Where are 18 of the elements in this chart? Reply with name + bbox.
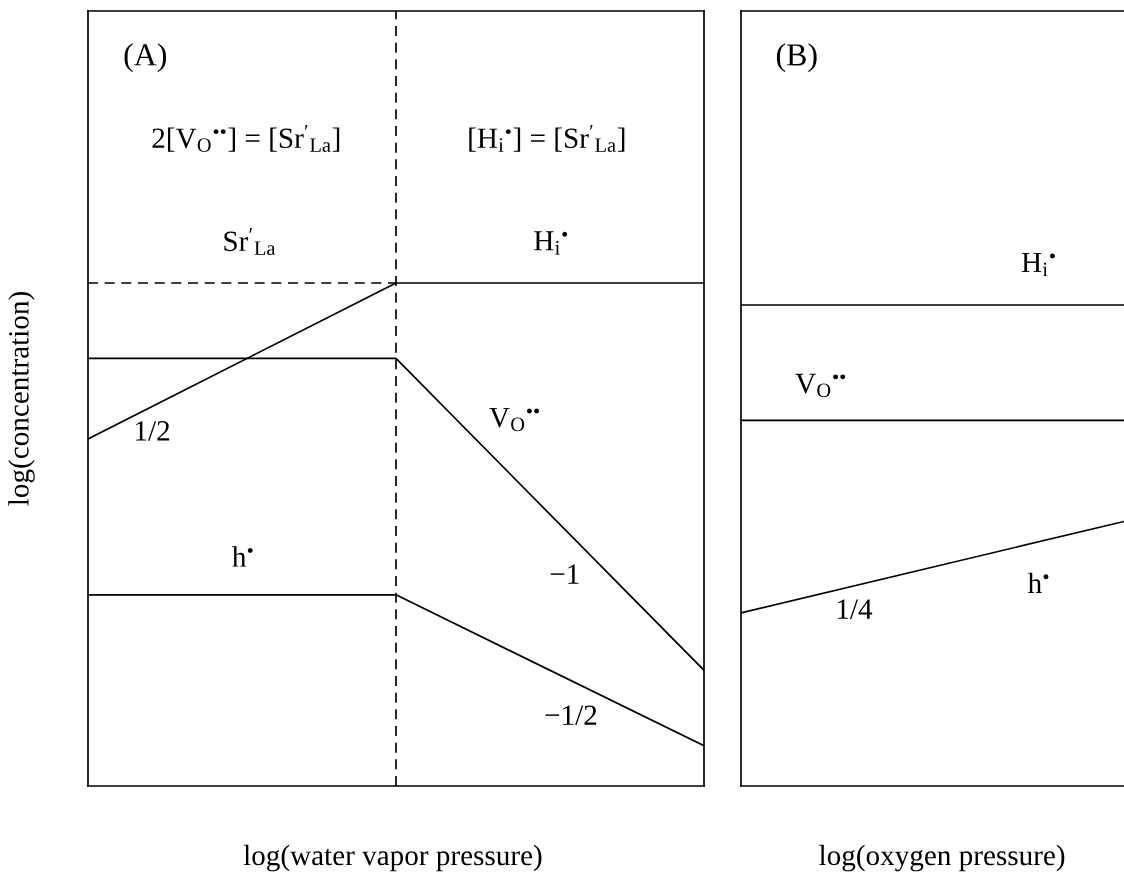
annotation: −1 [550, 564, 579, 584]
chart-title: (A) [124, 43, 167, 73]
x-axis-title: log(water vapor pressure) [243, 844, 542, 872]
text: [H$_{i}$$^{•}$] = [Sr$^{′}$$_{La}$] [469, 125, 625, 152]
series-label: H$_{i}$$^{•}$ [1021, 252, 1055, 277]
series-label: V$_{O}$$^{••}$ [489, 407, 540, 432]
annotation: 1/4 [837, 599, 873, 619]
series-label: V$_{O}$$^{••}$ [795, 373, 846, 398]
x-axis-title: log(oxygen pressure) [819, 844, 1065, 872]
annotation: −1/2 [545, 705, 597, 726]
series-label: Sr$^{′}$$_{La}$ [224, 228, 276, 256]
annotation: 1/2 [135, 421, 170, 441]
series-label: h$^{•}$ [1027, 572, 1049, 593]
text: 2[V$_{O}$$^{••}$] = [Sr$^{′}$$_{La}$] [152, 125, 340, 152]
y-axis-title: log(concentration) [8, 292, 35, 506]
series-label: H$_{i}$$^{•}$ [534, 231, 568, 255]
chart-title: (B) [776, 43, 817, 73]
series-label: h$^{•}$ [232, 546, 253, 567]
